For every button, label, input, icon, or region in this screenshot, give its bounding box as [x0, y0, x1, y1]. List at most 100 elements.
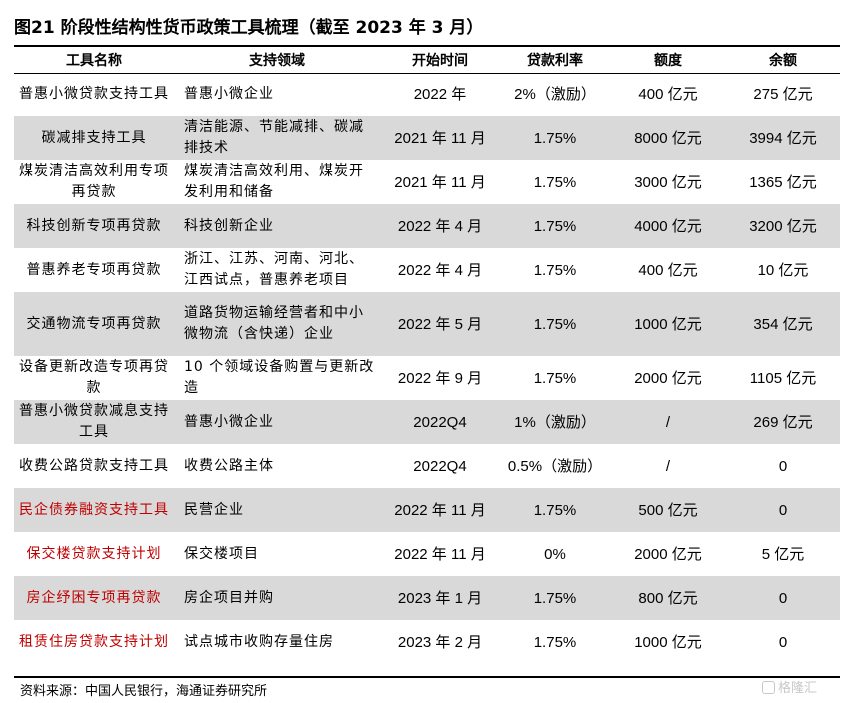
support-field-cell: 浙江、江苏、河南、河北、江西试点，普惠养老项目 — [184, 251, 364, 288]
table-row: 租赁住房贷款支持计划 试点城市收购存量住房 2023 年 2 月 1.75% 1000 … — [14, 620, 840, 664]
balance-cell: 0 — [726, 576, 840, 620]
table-row: 房企纾困专项再贷款 房企项目并购 2023 年 1 月 1.75% 800 亿元 0 — [14, 576, 840, 620]
balance-cell: 5 亿元 — [761, 545, 805, 563]
watermark: 格隆汇 — [762, 680, 842, 698]
tool-name-cell: 收费公路贷款支持工具 — [19, 457, 169, 474]
tool-name-cell: 租赁住房贷款支持计划 — [19, 633, 169, 650]
start-time-cell: 2022 年 5 月 — [380, 292, 500, 356]
balance-cell: 1365 亿元 — [749, 173, 817, 191]
tool-name-cell: 保交楼贷款支持计划 — [26, 545, 162, 562]
loan-rate-cell: 1.75% — [533, 633, 577, 651]
table-row: 普惠养老专项再贷款 浙江、江苏、河南、河北、江西试点，普惠养老项目 2022 年 4… — [14, 248, 840, 292]
table-row: 煤炭清洁高效利用专项再贷款 煤炭清洁高效利用、煤炭开发利用和储备 2021 年 11… — [14, 160, 840, 204]
loan-rate-cell: 2%（激励） — [514, 85, 596, 103]
quota-cell: 3000 亿元 — [634, 173, 702, 191]
support-field-cell: 科技创新企业 — [174, 204, 380, 248]
support-field-cell: 民营企业 — [174, 488, 380, 532]
figure-title: 图21 阶段性结构性货币政策工具梳理（截至 2023 年 3 月） — [14, 18, 484, 38]
support-field-cell: 普惠小微企业 — [174, 400, 380, 444]
balance-cell: 0 — [726, 488, 840, 532]
balance-cell: 10 亿元 — [757, 261, 809, 279]
header-rule — [14, 73, 840, 74]
watermark-text: 格隆汇 — [778, 681, 818, 696]
table-row: 科技创新专项再贷款 科技创新企业 2022 年 4 月 1.75% 4000 亿元 320… — [14, 204, 840, 248]
tool-name-cell: 民企债券融资支持工具 — [14, 488, 174, 532]
loan-rate-cell: 1.75% — [500, 204, 610, 248]
header-balance: 余额 — [769, 53, 797, 69]
balance-cell: 3200 亿元 — [726, 204, 840, 248]
tool-name-cell: 碳减排支持工具 — [14, 116, 174, 160]
start-time-cell: 2022Q4 — [380, 400, 500, 444]
title-rule — [14, 45, 840, 47]
quota-cell: 400 亿元 — [638, 85, 698, 103]
support-field-cell: 普惠小微企业 — [184, 85, 274, 102]
table-row: 民企债券融资支持工具 民营企业 2022 年 11 月 1.75% 500 亿元 0 — [14, 488, 840, 532]
balance-cell: 275 亿元 — [753, 85, 813, 103]
start-time-cell: 2021 年 11 月 — [394, 173, 486, 191]
loan-rate-cell: 0% — [544, 545, 566, 563]
tool-name-cell: 煤炭清洁高效利用专项再贷款 — [19, 163, 169, 200]
bottom-rule — [14, 676, 840, 678]
support-field-cell: 收费公路主体 — [184, 457, 274, 474]
quota-cell: / — [610, 400, 726, 444]
support-field-cell: 保交楼项目 — [184, 545, 259, 562]
support-field-cell: 10 个领域设备购置与更新改造 — [184, 359, 375, 396]
policy-tools-table: 工具名称 支持领域 开始时间 贷款利率 额度 余额 普惠小微贷款支持工具 普惠小微… — [14, 50, 840, 664]
loan-rate-cell: 1.75% — [533, 261, 577, 279]
quota-cell: 1000 亿元 — [634, 633, 702, 651]
start-time-cell: 2023 年 1 月 — [380, 576, 500, 620]
balance-cell: 354 亿元 — [726, 292, 840, 356]
quota-cell: 800 亿元 — [610, 576, 726, 620]
balance-cell: 0 — [778, 457, 788, 475]
start-time-cell: 2022 年 11 月 — [380, 488, 500, 532]
table-header-row: 工具名称 支持领域 开始时间 贷款利率 额度 余额 — [14, 50, 840, 72]
quota-cell: 2000 亿元 — [634, 545, 702, 563]
header-quota: 额度 — [654, 53, 682, 69]
header-tool-name: 工具名称 — [66, 53, 122, 69]
start-time-cell: 2022 年 11 月 — [394, 545, 486, 563]
support-field-cell: 清洁能源、节能减排、碳减排技术 — [174, 116, 380, 160]
start-time-cell: 2022Q4 — [413, 457, 467, 475]
table-row: 设备更新改造专项再贷款 10 个领域设备购置与更新改造 2022 年 9 月 1.75… — [14, 356, 840, 400]
start-time-cell: 2021 年 11 月 — [380, 116, 500, 160]
table-row: 保交楼贷款支持计划 保交楼项目 2022 年 11 月 0% 2000 亿元 5 亿元 — [14, 532, 840, 576]
tool-name-cell: 交通物流专项再贷款 — [14, 292, 174, 356]
quota-cell: / — [665, 457, 671, 475]
watermark-logo-icon — [762, 681, 775, 694]
table-row: 交通物流专项再贷款 道路货物运输经营者和中小微物流（含快递）企业 2022 年 5 … — [14, 292, 840, 356]
loan-rate-cell: 1%（激励） — [500, 400, 610, 444]
loan-rate-cell: 1.75% — [500, 116, 610, 160]
support-field-cell: 道路货物运输经营者和中小微物流（含快递）企业 — [174, 292, 380, 356]
table-row: 碳减排支持工具 清洁能源、节能减排、碳减排技术 2021 年 11 月 1.75% 80… — [14, 116, 840, 160]
loan-rate-cell: 1.75% — [533, 369, 577, 387]
quota-cell: 400 亿元 — [638, 261, 698, 279]
source-note: 资料来源：中国人民银行，海通证券研究所 — [20, 684, 268, 699]
loan-rate-cell: 1.75% — [500, 292, 610, 356]
balance-cell: 3994 亿元 — [726, 116, 840, 160]
quota-cell: 4000 亿元 — [610, 204, 726, 248]
header-support-field: 支持领域 — [249, 53, 305, 69]
tool-name-cell: 设备更新改造专项再贷款 — [19, 359, 169, 396]
start-time-cell: 2022 年 4 月 — [380, 204, 500, 248]
balance-cell: 0 — [778, 633, 788, 651]
table-row: 收费公路贷款支持工具 收费公路主体 2022Q4 0.5%（激励） / 0 — [14, 444, 840, 488]
quota-cell: 2000 亿元 — [634, 369, 702, 387]
header-start-time: 开始时间 — [412, 53, 468, 69]
tool-name-cell: 科技创新专项再贷款 — [14, 204, 174, 248]
quota-cell: 1000 亿元 — [610, 292, 726, 356]
start-time-cell: 2023 年 2 月 — [397, 633, 483, 651]
header-loan-rate: 贷款利率 — [527, 53, 583, 69]
loan-rate-cell: 0.5%（激励） — [507, 457, 603, 475]
loan-rate-cell: 1.75% — [500, 488, 610, 532]
tool-name-cell: 普惠小微贷款支持工具 — [19, 85, 169, 102]
tool-name-cell: 普惠小微贷款减息支持工具 — [14, 400, 174, 444]
table-row: 普惠小微贷款减息支持工具 普惠小微企业 2022Q4 1%（激励）/269 亿元 — [14, 400, 840, 444]
start-time-cell: 2022 年 9 月 — [397, 369, 483, 387]
table-row: 普惠小微贷款支持工具 普惠小微企业 2022 年 2%（激励） 400 亿元 275 亿元 — [14, 72, 840, 116]
balance-cell: 1105 亿元 — [749, 369, 817, 387]
start-time-cell: 2022 年 4 月 — [397, 261, 483, 279]
loan-rate-cell: 1.75% — [533, 173, 577, 191]
start-time-cell: 2022 年 — [413, 85, 467, 103]
tool-name-cell: 普惠养老专项再贷款 — [26, 261, 162, 278]
balance-cell: 269 亿元 — [726, 400, 840, 444]
